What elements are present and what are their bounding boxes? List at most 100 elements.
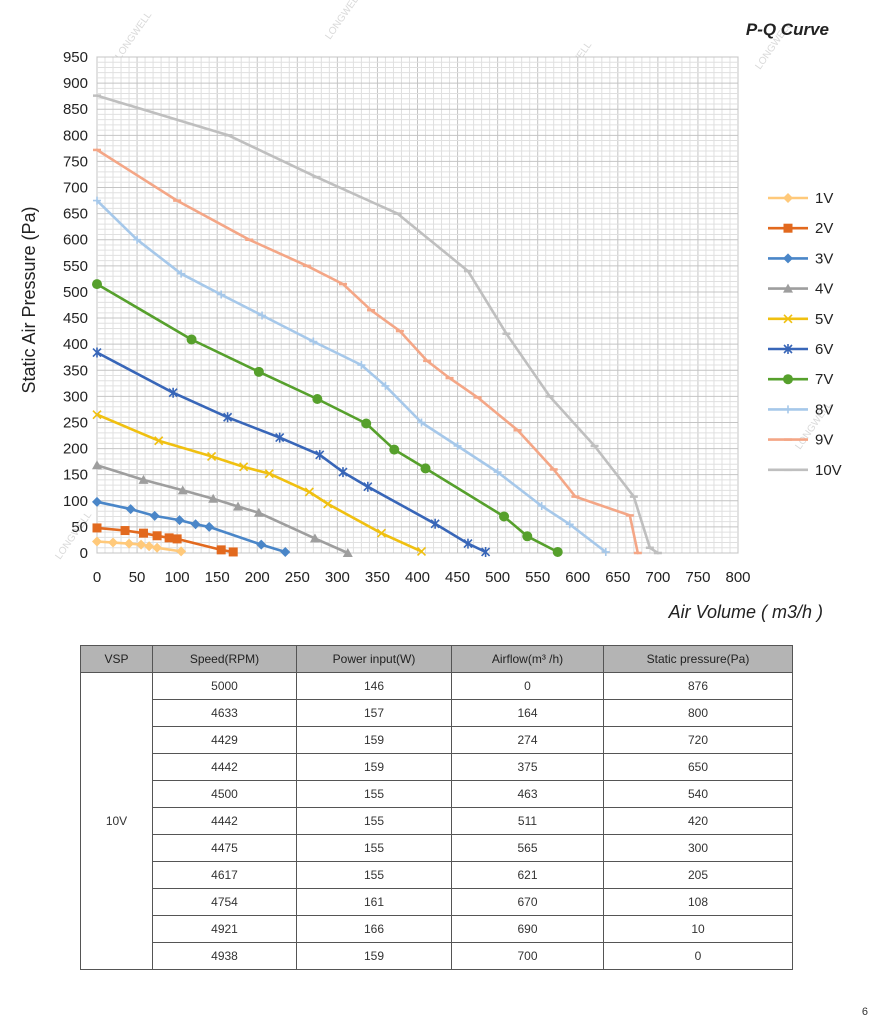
data-point	[280, 546, 291, 557]
table-cell: 511	[451, 807, 604, 835]
legend: 1V 2V 3V 4V 5V 6V 7V 8V 9V 10V	[768, 190, 842, 479]
legend-label: 4V	[815, 281, 833, 298]
y-tick-label: 200	[63, 441, 88, 458]
table-cell: 690	[451, 915, 604, 943]
data-point	[315, 449, 325, 460]
legend-marker	[783, 344, 793, 354]
table-cell: 4442	[152, 753, 297, 781]
y-tick-label: 850	[63, 101, 88, 118]
y-tick-label: 950	[63, 49, 88, 66]
x-tick-label: 600	[565, 569, 590, 586]
table-cell: 4475	[152, 834, 297, 862]
data-point	[108, 537, 119, 548]
data-point	[416, 546, 427, 556]
header-airflow: Airflow(m³ /h)	[451, 645, 604, 673]
data-point	[177, 269, 186, 278]
series-4V	[92, 460, 353, 557]
y-axis-title: Static Air Pressure (Pa)	[19, 206, 39, 393]
x-tick-label: 650	[605, 569, 630, 586]
data-point	[256, 539, 267, 550]
table-cell: 4442	[152, 807, 297, 835]
header-vsp: VSP	[80, 645, 153, 673]
data-point	[133, 235, 142, 244]
data-point	[453, 441, 462, 450]
legend-item-9V: 9V	[768, 432, 833, 449]
table-row: 4617 155 621 205	[81, 861, 793, 889]
x-tick-label: 800	[725, 569, 750, 586]
data-point	[381, 381, 390, 390]
legend-marker	[784, 405, 792, 414]
data-point	[186, 334, 197, 345]
legend-marker	[783, 374, 793, 385]
data-point	[233, 501, 244, 511]
series-8V	[93, 196, 610, 556]
vsp-cell: 10V	[80, 672, 153, 970]
data-point	[138, 528, 148, 538]
y-tick-label: 350	[63, 362, 88, 379]
x-tick-label: 200	[245, 569, 270, 586]
x-tick-label: 0	[93, 569, 101, 586]
series-1V	[92, 536, 187, 557]
data-point	[154, 436, 164, 446]
pq-chart: LONGWELL LONGWELLLONGWELLLONGWELLLONGWELL…	[19, 0, 842, 622]
data-point	[92, 536, 102, 547]
y-tick-label: 100	[63, 493, 88, 510]
data-point	[144, 541, 155, 552]
table-row: 4475 155 565 300	[81, 834, 793, 862]
data-point	[92, 496, 102, 507]
series-6V	[92, 347, 491, 557]
table-row: 4633 157 164 800	[81, 699, 793, 727]
data-point	[565, 520, 574, 529]
data-point	[207, 451, 217, 461]
data-point	[309, 533, 320, 543]
data-point	[463, 538, 473, 549]
x-tick-label: 500	[485, 569, 510, 586]
data-point	[92, 410, 102, 420]
data-point	[239, 462, 249, 472]
table-cell: 166	[296, 915, 452, 943]
series-line	[95, 199, 608, 554]
data-point	[342, 548, 353, 557]
data-point	[601, 547, 610, 556]
table-cell: 0	[451, 672, 604, 700]
data-point	[152, 531, 162, 541]
table-cell: 670	[451, 888, 604, 916]
data-point	[304, 487, 314, 497]
legend-label: 10V	[815, 462, 842, 479]
legend-item-7V: 7V	[768, 371, 833, 388]
data-point	[216, 545, 226, 555]
x-tick-label: 400	[405, 569, 430, 586]
data-point	[389, 444, 400, 455]
table-cell: 4617	[152, 861, 297, 889]
table-header-row: VSP Speed(RPM) Power input(W) Airflow(m³…	[80, 645, 793, 673]
data-point	[376, 528, 387, 538]
table-cell: 108	[603, 888, 793, 916]
data-point	[481, 546, 491, 557]
y-tick-label: 250	[63, 414, 88, 431]
data-point	[149, 510, 160, 521]
table-cell: 146	[296, 672, 452, 700]
data-point	[312, 393, 323, 404]
data-point	[223, 412, 233, 423]
legend-item-8V: 8V	[768, 401, 833, 418]
data-point	[124, 538, 135, 549]
data-point	[275, 432, 285, 443]
data-point	[420, 463, 431, 474]
table-cell: 159	[296, 753, 452, 781]
data-point	[92, 523, 102, 533]
table-cell: 5000	[152, 672, 297, 700]
watermark-text: LONGWELL	[113, 10, 154, 62]
spec-table: VSP Speed(RPM) Power input(W) Airflow(m³…	[80, 645, 793, 970]
table-cell: 274	[451, 726, 604, 754]
series-line	[95, 463, 350, 555]
legend-marker	[783, 193, 793, 203]
data-point	[217, 290, 226, 299]
legend-marker	[783, 283, 793, 293]
table-row: 4442 159 375 650	[81, 753, 793, 781]
data-point	[125, 504, 136, 515]
y-tick-label: 400	[63, 336, 88, 353]
data-point	[522, 531, 533, 542]
y-tick-label: 550	[63, 258, 88, 275]
table-cell: 155	[296, 861, 452, 889]
legend-item-5V: 5V	[768, 311, 833, 328]
